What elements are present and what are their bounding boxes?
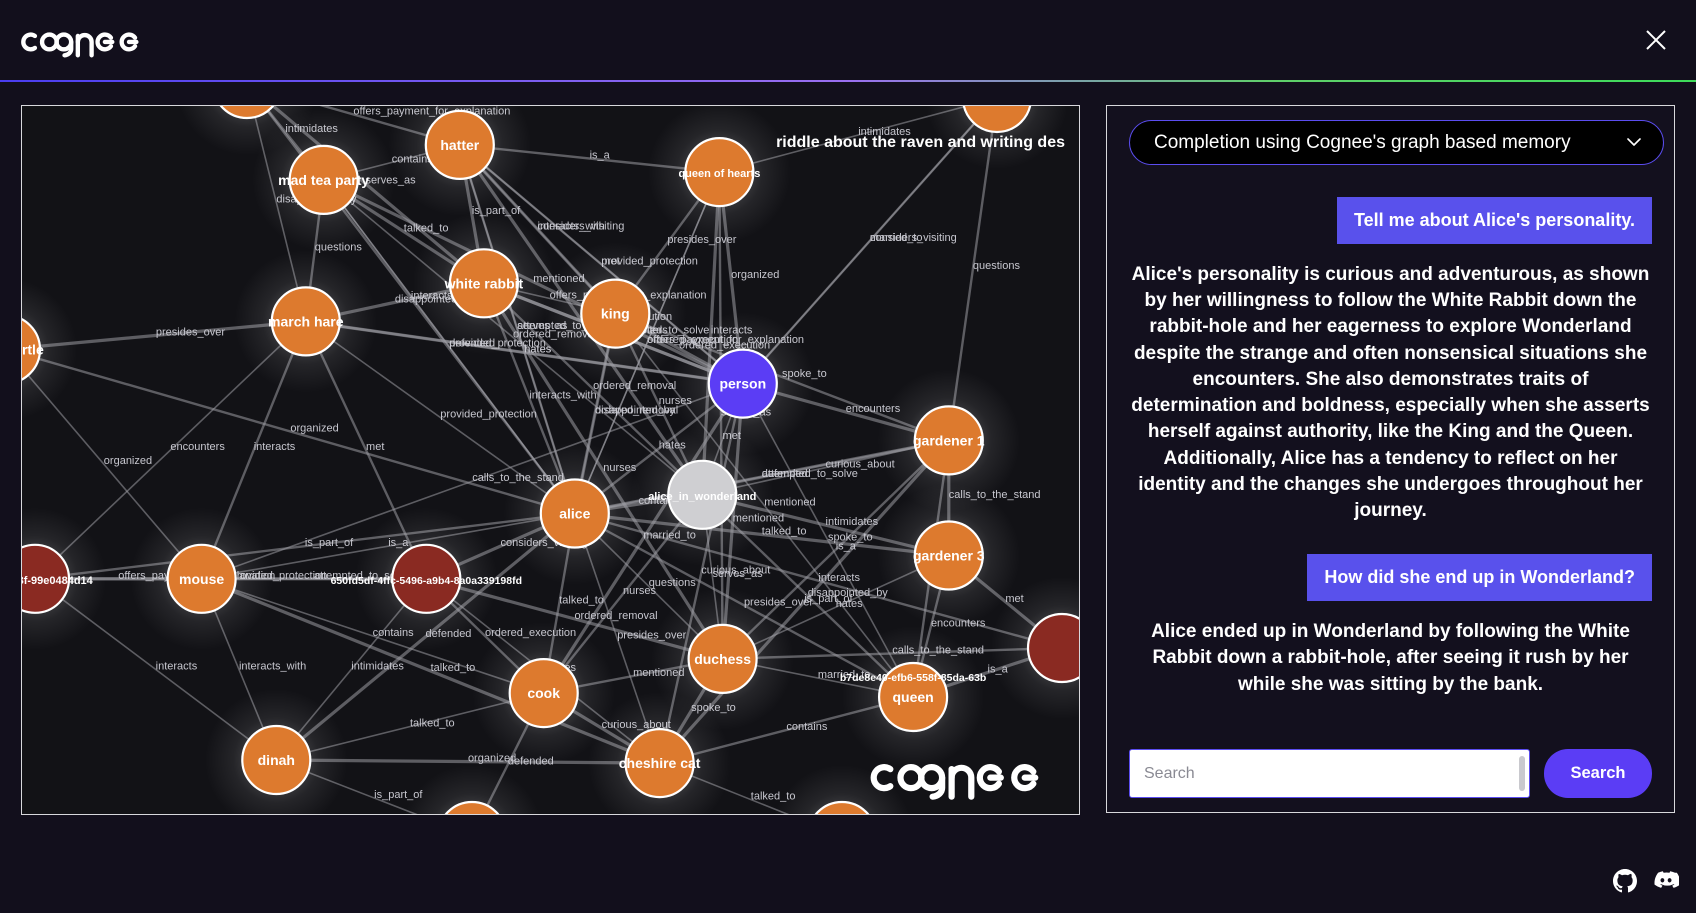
svg-text:interacts_with: interacts_with [538,220,605,232]
svg-text:alice_in_wonderland: alice_in_wonderland [648,491,756,503]
svg-text:mouse: mouse [179,571,224,587]
svg-text:talked_to: talked_to [410,718,455,730]
svg-text:nurses: nurses [623,585,657,597]
svg-text:talked_to: talked_to [762,526,807,538]
svg-text:king: king [601,306,630,322]
svg-text:queen: queen [892,689,933,705]
svg-text:interacts_with: interacts_with [529,389,596,401]
svg-text:attempted_to_solve: attempted_to_solve [762,468,858,480]
svg-text:hates: hates [524,344,551,356]
svg-text:organized: organized [290,422,338,434]
svg-text:mock turtle: mock turtle [22,341,44,357]
svg-text:gardener 1: gardener 1 [913,432,985,448]
svg-text:questions: questions [973,260,1021,272]
svg-text:interacts: interacts [156,660,198,672]
svg-text:cook: cook [527,685,560,701]
svg-text:encounters: encounters [170,441,225,453]
svg-text:is_a: is_a [836,541,857,553]
svg-text:queen of hearts: queen of hearts [678,168,760,180]
svg-text:mad tea party: mad tea party [278,172,369,188]
svg-text:white rabbit: white rabbit [444,275,524,291]
svg-text:gardener 3: gardener 3 [913,548,985,564]
svg-text:contains: contains [786,721,827,733]
svg-text:provided_protection: provided_protection [440,408,537,420]
svg-text:intimidates: intimidates [826,516,879,528]
svg-text:cheshire cat: cheshire cat [619,755,701,771]
svg-text:interacts_with: interacts_with [239,660,306,672]
svg-text:organized: organized [104,455,152,467]
svg-text:presides_over: presides_over [156,326,225,338]
svg-text:considers_visiting: considers_visiting [870,232,957,244]
svg-text:is_a: is_a [590,150,611,162]
svg-text:alice: alice [559,506,590,522]
svg-text:duchess: duchess [694,651,751,667]
svg-text:intimidates: intimidates [351,660,404,672]
svg-text:3ac3-aa3f-99e0484d14: 3ac3-aa3f-99e0484d14 [22,575,94,587]
svg-text:b7de8e40-efb6-558f-85da-63b: b7de8e40-efb6-558f-85da-63b [840,672,986,684]
svg-text:hatter: hatter [440,137,479,153]
svg-text:disappointed_by: disappointed_by [595,405,676,417]
svg-text:talked_to: talked_to [559,594,604,606]
svg-text:650fd5df-4ffc-5496-a9b4-8a0a33: 650fd5df-4ffc-5496-a9b4-8a0a339198fd [331,575,522,587]
svg-text:is_part_of: is_part_of [305,537,354,549]
svg-text:person: person [719,376,766,392]
svg-text:talked_to: talked_to [431,662,476,674]
svg-text:march hare: march hare [268,313,344,329]
svg-text:ordered_removal: ordered_removal [574,610,657,622]
svg-text:dinah: dinah [258,752,295,768]
svg-text:interacts: interacts [818,572,860,584]
svg-text:organized: organized [731,269,779,281]
svg-text:interacts: interacts [254,441,296,453]
svg-text:curious_about: curious_about [701,564,770,576]
svg-text:met: met [366,441,384,453]
